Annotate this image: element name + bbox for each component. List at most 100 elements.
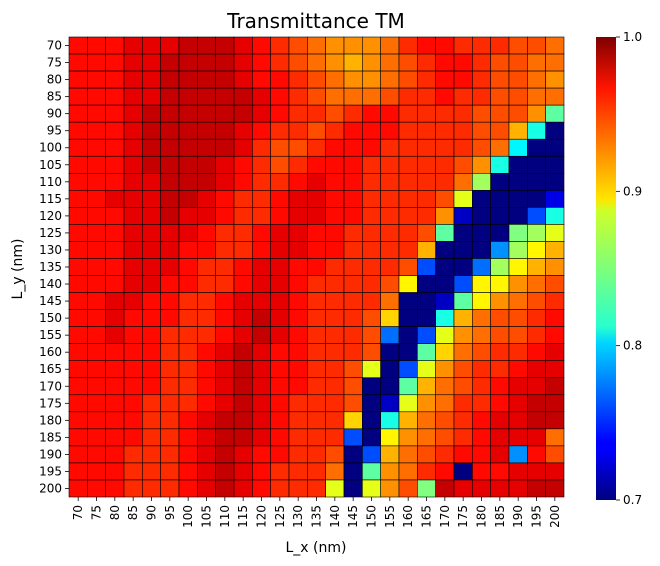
heatmap-cell <box>343 173 363 191</box>
heatmap-cell <box>545 70 565 89</box>
heatmap-cell <box>380 343 400 362</box>
heatmap-cell <box>105 155 125 174</box>
heatmap-cell <box>252 411 271 430</box>
heatmap-cell <box>105 224 125 242</box>
heatmap-cell <box>325 207 345 225</box>
heatmap-cell <box>435 104 455 123</box>
heatmap-cell <box>362 326 381 344</box>
heatmap-cell <box>527 326 546 344</box>
heatmap-cell <box>87 207 106 225</box>
colorbar-gradient <box>596 37 616 500</box>
heatmap-cell <box>453 394 473 413</box>
heatmap-cell <box>398 258 418 276</box>
heatmap-cell <box>270 394 290 413</box>
y-tick-label: 105 <box>39 158 62 172</box>
heatmap-cell <box>160 343 180 362</box>
heatmap-cell <box>87 275 106 293</box>
heatmap-cell <box>362 241 381 259</box>
heatmap-cell <box>325 445 345 464</box>
heatmap-cell <box>252 87 271 106</box>
heatmap-cell <box>545 377 565 396</box>
heatmap-cell <box>453 155 473 174</box>
heatmap-cell <box>380 394 400 413</box>
heatmap-cell <box>178 326 198 344</box>
heatmap-cell <box>398 275 418 293</box>
heatmap-cell <box>215 377 235 396</box>
heatmap-cell <box>380 190 400 208</box>
heatmap-cell <box>142 292 161 310</box>
heatmap-cell <box>545 360 565 379</box>
heatmap-cell <box>160 479 180 498</box>
heatmap-cell <box>527 428 546 447</box>
heatmap-cell <box>160 275 180 293</box>
heatmap-cell <box>417 36 436 55</box>
heatmap-cell <box>435 428 455 447</box>
heatmap-cell <box>105 190 125 208</box>
heatmap-cell <box>417 411 436 430</box>
heatmap-cell <box>288 411 308 430</box>
y-tick-label: 200 <box>39 481 62 495</box>
heatmap-cell <box>288 275 308 293</box>
heatmap-cell <box>197 53 216 72</box>
heatmap-cell <box>472 138 491 157</box>
heatmap-cell <box>527 292 546 310</box>
heatmap-cell <box>233 104 253 123</box>
heatmap-cell <box>362 121 381 140</box>
heatmap-cell <box>105 275 125 293</box>
heatmap-cell <box>343 53 363 72</box>
heatmap-cell <box>105 104 125 123</box>
heatmap-cell <box>453 377 473 396</box>
heatmap-cell <box>160 394 180 413</box>
heatmap-cell <box>417 104 436 123</box>
heatmap-cell <box>197 411 216 430</box>
heatmap-cell <box>527 53 546 72</box>
heatmap-cell <box>398 343 418 362</box>
heatmap-cell <box>178 53 198 72</box>
heatmap-cell <box>545 87 565 106</box>
heatmap-cell <box>435 207 455 225</box>
heatmap-cell <box>87 70 106 89</box>
heatmap-cell <box>362 428 381 447</box>
y-tick-label: 150 <box>39 311 62 325</box>
heatmap-cell <box>307 87 326 106</box>
heatmap-cell <box>490 87 510 106</box>
x-tick-label: 80 <box>108 505 122 520</box>
heatmap-cell <box>508 360 528 379</box>
heatmap-cell <box>270 411 290 430</box>
y-tick-labels: 70 75 80 85 90 95 100 105 110 115 120 125 130 135 140 1… <box>39 39 69 495</box>
heatmap-cell <box>343 224 363 242</box>
heatmap-cell <box>233 87 253 106</box>
heatmap-cell <box>233 326 253 344</box>
heatmap-cell <box>178 241 198 259</box>
heatmap-cell <box>142 343 161 362</box>
heatmap-cell <box>105 411 125 430</box>
heatmap-cell <box>343 121 363 140</box>
heatmap-cell <box>270 445 290 464</box>
heatmap-cell <box>307 343 326 362</box>
heatmap-cell <box>123 275 143 293</box>
heatmap-cell <box>87 309 106 327</box>
heatmap-cell <box>325 411 345 430</box>
heatmap-cell <box>343 292 363 310</box>
x-tick-label: 115 <box>236 505 250 528</box>
heatmap-cell <box>398 428 418 447</box>
heatmap-cell <box>435 241 455 259</box>
heatmap-cell <box>362 394 381 413</box>
heatmap-cell <box>545 445 565 464</box>
y-tick-label: 165 <box>39 362 62 376</box>
heatmap-cell <box>527 309 546 327</box>
heatmap-cell <box>490 292 510 310</box>
heatmap-cell <box>197 326 216 344</box>
heatmap-cell <box>362 70 381 89</box>
heatmap-cell <box>105 309 125 327</box>
heatmap-cell <box>288 53 308 72</box>
heatmap-cell <box>398 36 418 55</box>
heatmap-cell <box>453 70 473 89</box>
heatmap-cell <box>527 70 546 89</box>
heatmap-cell <box>215 224 235 242</box>
heatmap-cell <box>508 292 528 310</box>
heatmap-cell <box>87 87 106 106</box>
x-tick-label: 140 <box>328 505 342 528</box>
heatmap-cell <box>197 224 216 242</box>
heatmap-cell <box>142 138 161 157</box>
